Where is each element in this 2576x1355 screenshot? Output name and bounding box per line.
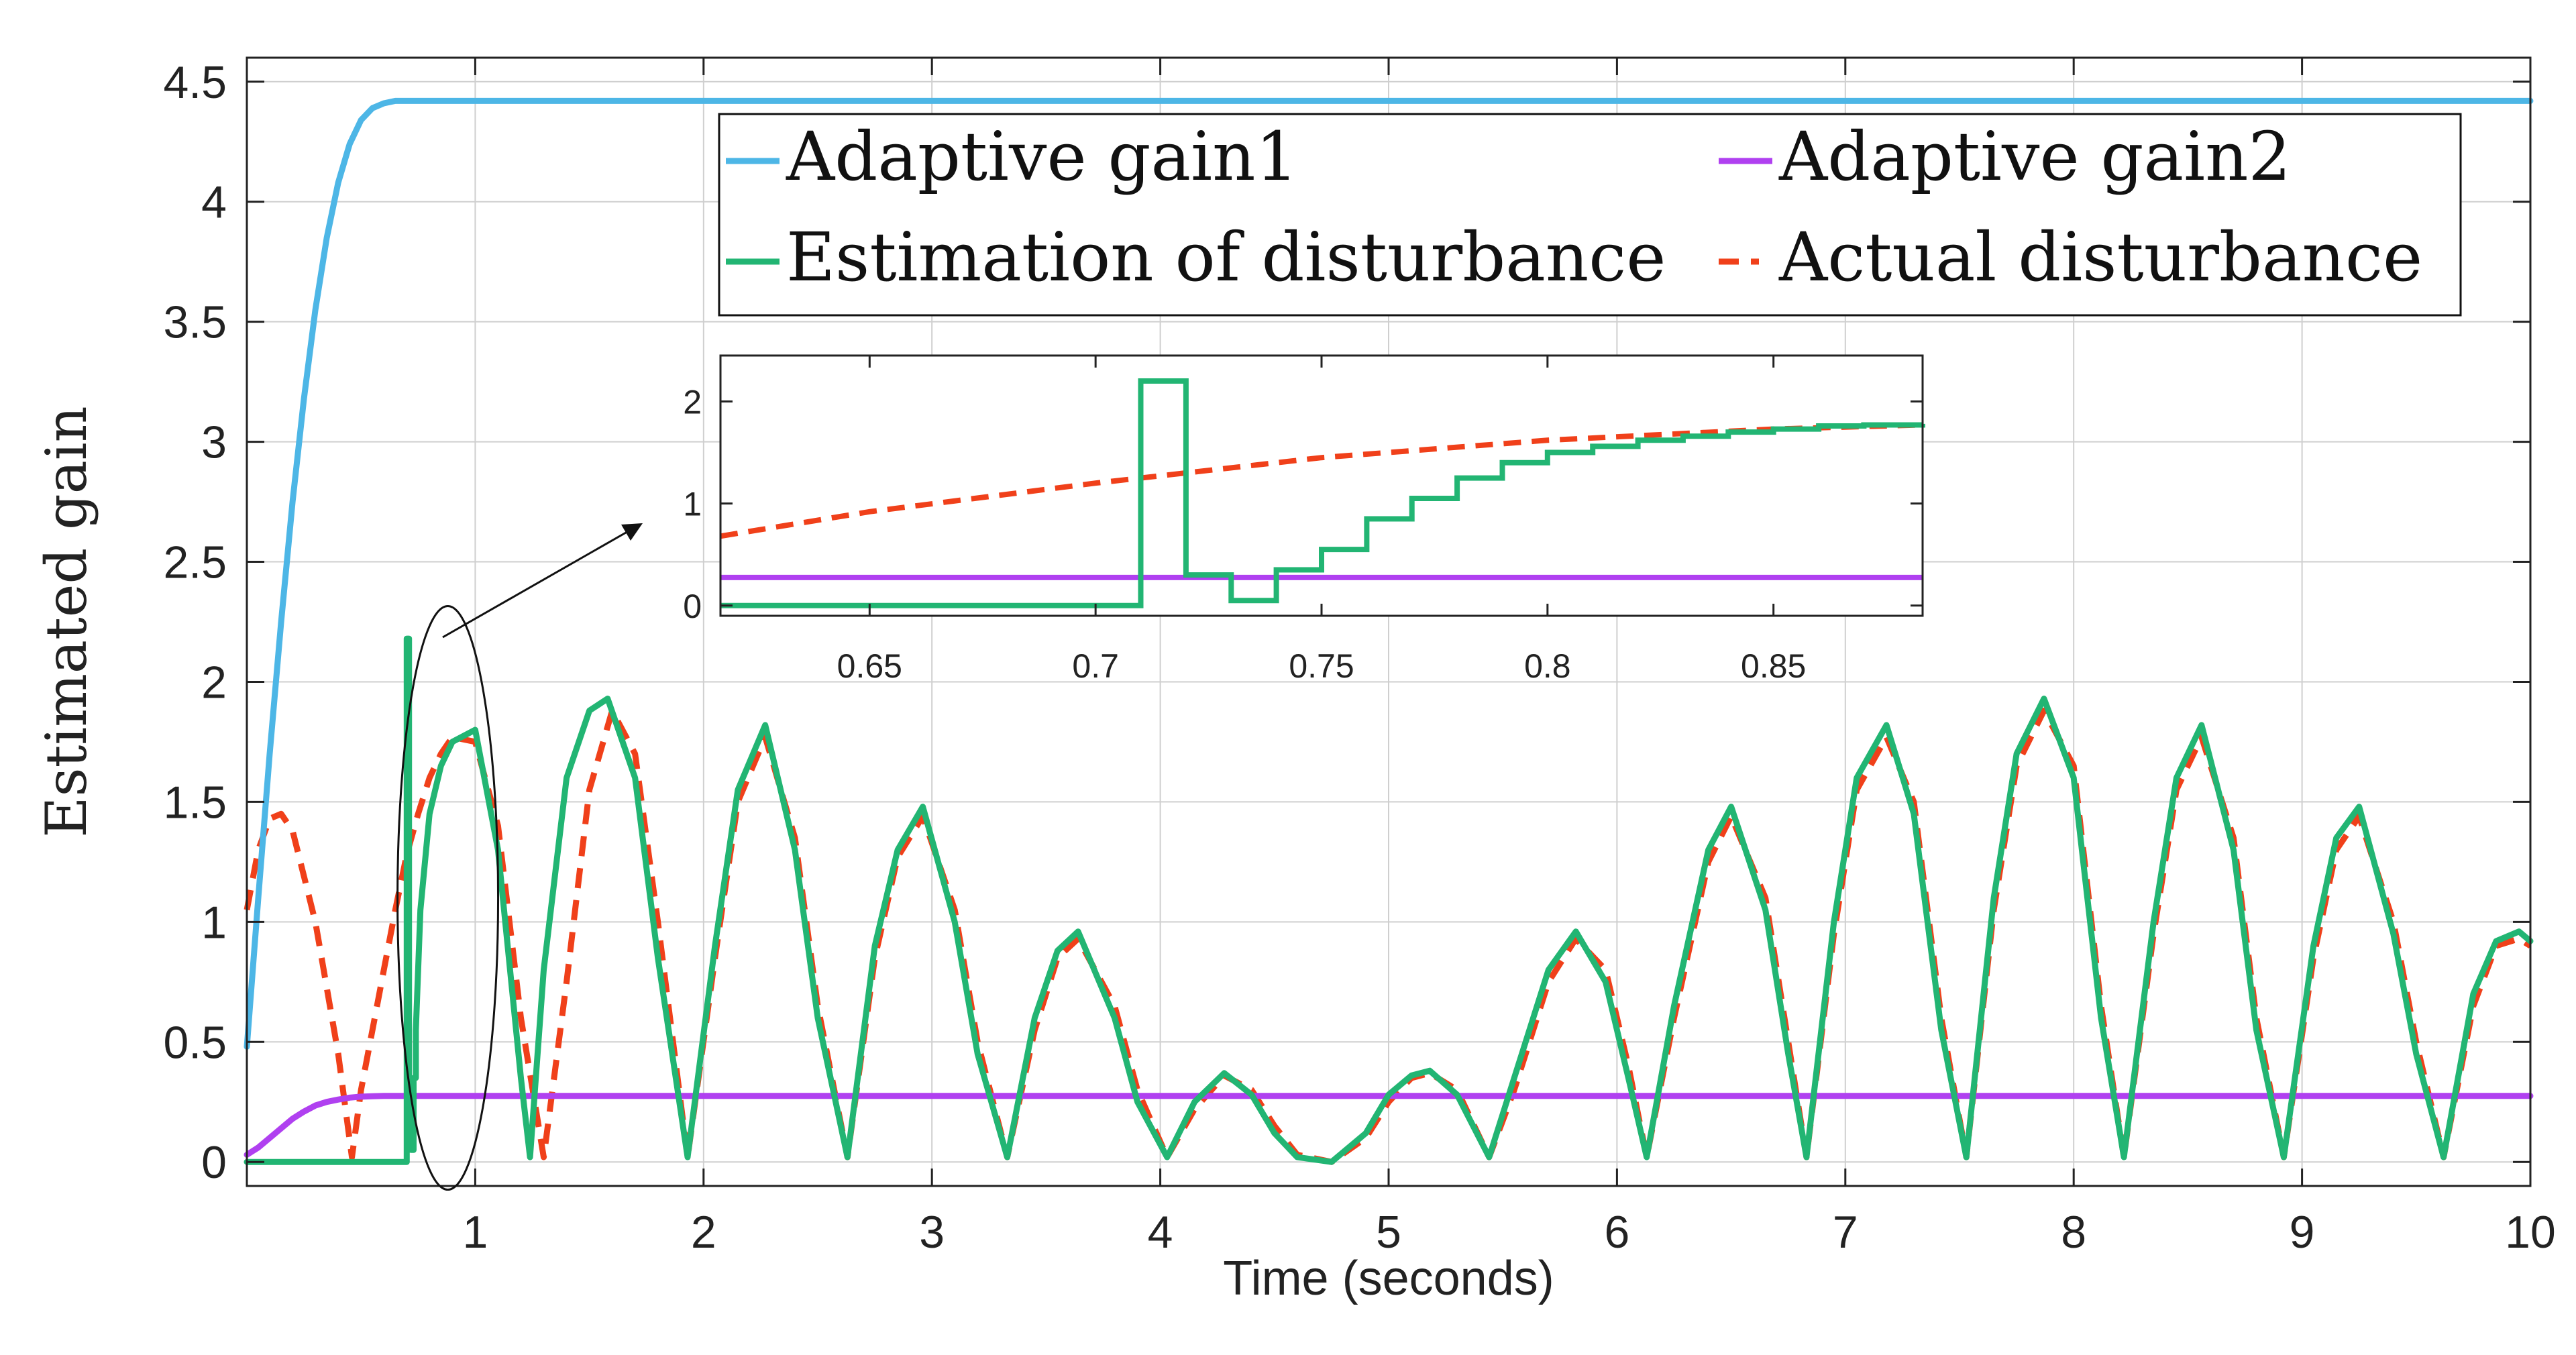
y-tick-label: 1.5: [163, 777, 227, 828]
y-axis-title: Estimated gain: [34, 406, 99, 838]
x-tick-label: 5: [1376, 1207, 1401, 1258]
legend: Adaptive gain1 Adaptive gain2 Estimation o…: [718, 113, 2462, 317]
x-tick-label: 4: [1148, 1207, 1173, 1258]
inset-estimation-line: [720, 378, 1925, 608]
inset-plot: 0.65 0.7 0.75 0.8 0.85 0 1 2: [683, 354, 1925, 685]
y-tick-label: 3.5: [163, 297, 227, 348]
zoom-ellipse: [396, 605, 500, 1191]
x-tick-label: 1: [462, 1207, 488, 1258]
y-tick-label: 0.5: [163, 1017, 227, 1068]
main-series-group: [244, 97, 2534, 1165]
inset-y-tick-label: 1: [683, 486, 702, 523]
zoom-arrowhead: [621, 523, 643, 541]
zoom-region-marker: [396, 523, 643, 1191]
y-tick-label: 2: [201, 657, 227, 708]
legend-item-adaptive-gain1: Adaptive gain1: [726, 117, 1298, 196]
legend-item-actual-disturbance: Actual disturbance: [1719, 218, 2422, 296]
x-tick-label: 8: [2061, 1207, 2086, 1258]
inset-x-tick-label: 0.8: [1524, 647, 1571, 685]
legend-label: Adaptive gain1: [786, 117, 1298, 196]
x-tick-label: 3: [919, 1207, 945, 1258]
x-tick-label: 2: [691, 1207, 716, 1258]
y-tick-label: 4.5: [163, 57, 227, 108]
y-tick-label: 3: [201, 417, 227, 468]
estimation-line: [244, 635, 2534, 1165]
inset-x-tick-label: 0.85: [1741, 647, 1806, 685]
inset-y-tick-label: 0: [683, 588, 702, 625]
legend-label: Adaptive gain2: [1778, 117, 2291, 196]
legend-label: Actual disturbance: [1778, 218, 2422, 296]
legend-box: [718, 113, 2462, 317]
adaptive-gain2-line: [244, 1093, 2534, 1158]
inset-x-tick-label: 0.65: [837, 647, 902, 685]
y-tick-label: 2.5: [163, 537, 227, 588]
x-tick-label: 6: [1604, 1207, 1629, 1258]
inset-ticks: 0.65 0.7 0.75 0.8 0.85 0 1 2: [683, 356, 1923, 685]
inset-x-tick-label: 0.7: [1072, 647, 1119, 685]
x-tick-label: 10: [2505, 1207, 2556, 1258]
legend-items: Adaptive gain1 Adaptive gain2 Estimation o…: [726, 117, 2422, 296]
x-tick-label: 9: [2290, 1207, 2315, 1258]
inset-x-tick-label: 0.75: [1289, 647, 1354, 685]
y-tick-label: 0: [201, 1137, 227, 1188]
x-axis-title: Time (seconds): [1223, 1252, 1554, 1305]
legend-item-estimation: Estimation of disturbance: [726, 218, 1666, 296]
legend-label: Estimation of disturbance: [786, 218, 1666, 296]
legend-item-adaptive-gain2: Adaptive gain2: [1719, 117, 2291, 196]
x-tick-label: 7: [1833, 1207, 1858, 1258]
y-tick-label: 1: [201, 897, 227, 948]
y-tick-label: 4: [201, 177, 227, 228]
inset-y-tick-label: 2: [683, 383, 702, 421]
adaptive-gain1-line: [244, 97, 2534, 1050]
actual-disturbance-line: [244, 707, 2532, 1165]
zoom-arrow: [442, 529, 631, 639]
inset-series-group: [720, 378, 1925, 608]
